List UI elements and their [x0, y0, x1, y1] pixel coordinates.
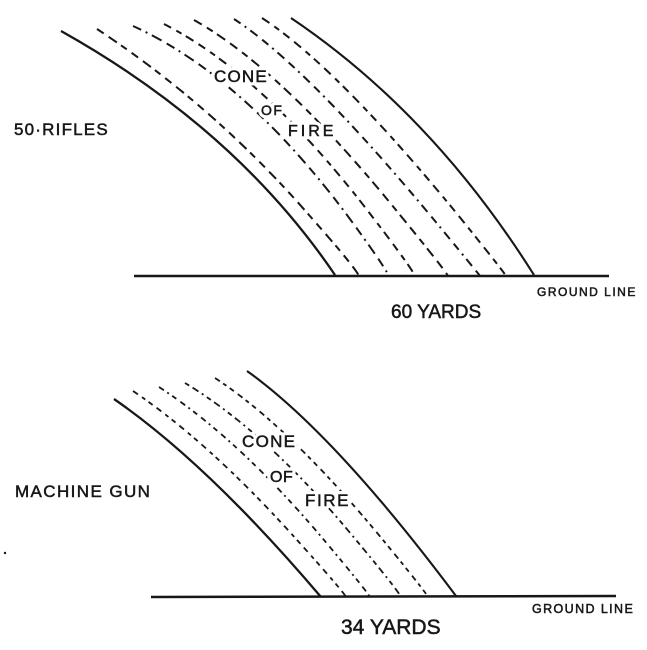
svg-text:OF: OF — [261, 102, 283, 118]
svg-text:MACHINE GUN: MACHINE GUN — [15, 482, 151, 501]
svg-text:OF: OF — [270, 469, 293, 486]
svg-text:GROUND LINE: GROUND LINE — [532, 602, 634, 616]
svg-text:CONE: CONE — [214, 67, 268, 86]
svg-text:34 YARDS: 34 YARDS — [341, 616, 441, 639]
svg-text:CONE: CONE — [242, 432, 296, 451]
svg-text:CONE: CONE — [242, 432, 296, 451]
svg-text:FIRE: FIRE — [288, 123, 336, 140]
svg-text:50·RIFLES: 50·RIFLES — [14, 120, 109, 139]
svg-text:GROUND LINE: GROUND LINE — [537, 285, 637, 299]
svg-text:FIRE: FIRE — [305, 491, 350, 510]
svg-text:60 YARDS: 60 YARDS — [391, 302, 481, 323]
svg-text:OF: OF — [261, 102, 283, 118]
svg-text:OF: OF — [270, 469, 293, 486]
svg-text:FIRE: FIRE — [305, 491, 350, 510]
svg-text:FIRE: FIRE — [288, 123, 336, 140]
svg-text:CONE: CONE — [214, 67, 268, 86]
